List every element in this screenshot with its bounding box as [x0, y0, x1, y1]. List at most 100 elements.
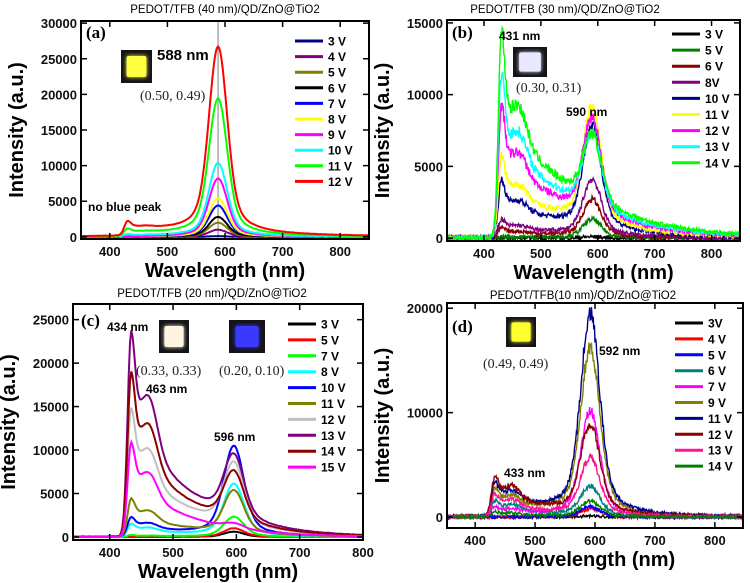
- x-tick-label: 500: [524, 533, 546, 548]
- panel-title: PEDOT/TFB (40 nm)/QD/ZnO@TiO2: [130, 4, 320, 16]
- x-tick-label: 500: [530, 246, 552, 261]
- peak-annotation: 434 nm: [107, 320, 148, 334]
- legend: 3 V4 V 5 V6 V 7 V 8 V9 V 10 V11 V 12 V: [295, 35, 353, 189]
- y-tick-label: 10000: [41, 159, 77, 174]
- y-tick-label: 10000: [33, 443, 69, 458]
- y-tick-label: 5000: [48, 194, 77, 209]
- x-tick-label: 700: [644, 246, 666, 261]
- peak-annotation: 463 nm: [146, 382, 187, 396]
- device-photo-inset: [506, 317, 536, 347]
- x-tick-label: 800: [701, 246, 723, 261]
- y-tick-label: 15000: [407, 16, 443, 31]
- x-tick-label: 600: [214, 244, 236, 259]
- legend-label: 3V: [708, 317, 723, 331]
- y-axis-label: Intensity (a.u.): [372, 348, 394, 484]
- legend-label: 14 V: [321, 445, 346, 459]
- legend-label: 4 V: [328, 50, 346, 64]
- peak-annotation: no blue peak: [88, 200, 162, 214]
- x-axis-label: Wavelength (nm): [515, 549, 675, 571]
- legend: 3 V5 V 7 V 8 V 10 V 11 V 12 V 13 V 14 V 15 V: [288, 318, 346, 475]
- legend-label: 14 V: [708, 460, 733, 474]
- series-line-14v: [447, 25, 740, 241]
- y-tick-label: 30000: [41, 16, 77, 31]
- series-group: [447, 307, 743, 521]
- legend-label: 13 V: [321, 429, 346, 443]
- panel-a: PEDOT/TFB (40 nm)/QD/ZnO@TiO2 400 500 600 70…: [6, 4, 370, 282]
- cie-coordinates: (0.30, 0.31): [516, 81, 582, 96]
- panel-c: PEDOT/TFB (20 nm)/QD/ZnO@TiO2 400 500 600 70…: [0, 288, 374, 583]
- legend-label: 8V: [705, 76, 720, 90]
- panel-title: PEDOT/TFB(10 nm)/QD/ZnO@TiO2: [490, 290, 676, 302]
- panel-b: PEDOT/TFB (30 nm)/QD/ZnO@TiO2 400 500 600 70…: [372, 4, 741, 284]
- legend-label: 13 V: [708, 444, 733, 458]
- legend-label: 5 V: [321, 333, 339, 347]
- series-group: [81, 44, 369, 239]
- legend-label: 11 V: [328, 159, 352, 173]
- peak-annotation: 433 nm: [504, 466, 545, 480]
- legend-label: 6 V: [708, 364, 726, 378]
- y-tick-label: 5000: [414, 159, 443, 174]
- peak-annotation: 431 nm: [499, 29, 540, 43]
- x-tick-label: 700: [644, 533, 666, 548]
- series-group: [73, 330, 363, 539]
- peak-annotation: 596 nm: [214, 430, 255, 444]
- y-tick-label: 20000: [33, 356, 69, 371]
- x-tick-label: 700: [289, 545, 311, 560]
- legend-label: 6 V: [328, 81, 346, 95]
- legend-label: 12 V: [321, 413, 346, 427]
- legend-label: 4 V: [708, 332, 726, 346]
- device-photo-inset: [229, 320, 265, 353]
- legend-label: 12 V: [708, 428, 733, 442]
- x-tick-label: 400: [464, 533, 486, 548]
- device-photo-inset: [159, 320, 189, 353]
- y-tick-label: 15000: [33, 400, 69, 415]
- legend: 3V4 V 5 V 6 V 7 V 9 V 11 V 12 V 13 V 14 V: [675, 317, 733, 474]
- y-tick-label: 10000: [407, 406, 443, 421]
- legend-label: 5 V: [705, 44, 723, 58]
- series-line-11v: [81, 96, 369, 238]
- legend-label: 3 V: [705, 28, 723, 42]
- device-photo-inset: [513, 47, 547, 77]
- legend-label: 3 V: [321, 318, 339, 332]
- y-tick-label: 15000: [41, 123, 77, 138]
- y-tick-label: 0: [62, 530, 69, 545]
- x-axis-label: Wavelength (nm): [138, 561, 298, 583]
- emitting-pixel: [519, 52, 541, 72]
- x-tick-label: 800: [704, 533, 726, 548]
- y-axis-label: Intensity (a.u.): [372, 63, 394, 199]
- legend-label: 12 V: [328, 175, 353, 189]
- legend-label: 8 V: [328, 113, 346, 127]
- panel-label: (d): [452, 317, 473, 336]
- legend-label: 9 V: [328, 128, 346, 142]
- series-line-14v: [447, 498, 743, 521]
- panel-label: (b): [452, 23, 473, 42]
- cie-coordinates: (0.33, 0.33): [136, 364, 202, 379]
- x-tick-label: 400: [99, 545, 121, 560]
- legend-label: 13 V: [705, 140, 730, 154]
- y-tick-label: 0: [436, 510, 443, 525]
- x-tick-label: 700: [272, 244, 294, 259]
- x-tick-label: 600: [226, 545, 248, 560]
- legend-label: 8 V: [321, 365, 339, 379]
- peak-annotation: 592 nm: [599, 344, 640, 358]
- x-tick-label: 600: [587, 246, 609, 261]
- x-tick-label: 500: [162, 545, 184, 560]
- cie-coordinates: (0.20, 0.10): [219, 364, 285, 379]
- x-tick-label: 600: [584, 533, 606, 548]
- y-axis-label: Intensity (a.u.): [0, 354, 20, 490]
- device-photo-inset: [121, 50, 152, 83]
- emitting-pixel: [164, 325, 184, 348]
- cie-coordinates: (0.50, 0.49): [140, 89, 206, 104]
- panel-label: (a): [86, 23, 106, 42]
- legend-label: 14 V: [705, 156, 730, 170]
- legend-label: 10 V: [705, 92, 730, 106]
- y-tick-label: 5000: [40, 486, 69, 501]
- x-axis-label: Wavelength (nm): [145, 260, 305, 282]
- legend-label: 11 V: [708, 412, 732, 426]
- plot-frame: [446, 19, 741, 242]
- legend-label: 11 V: [321, 397, 345, 411]
- y-tick-label: 25000: [33, 313, 69, 328]
- x-tick-label: 400: [99, 244, 121, 259]
- plot-frame: [72, 303, 364, 541]
